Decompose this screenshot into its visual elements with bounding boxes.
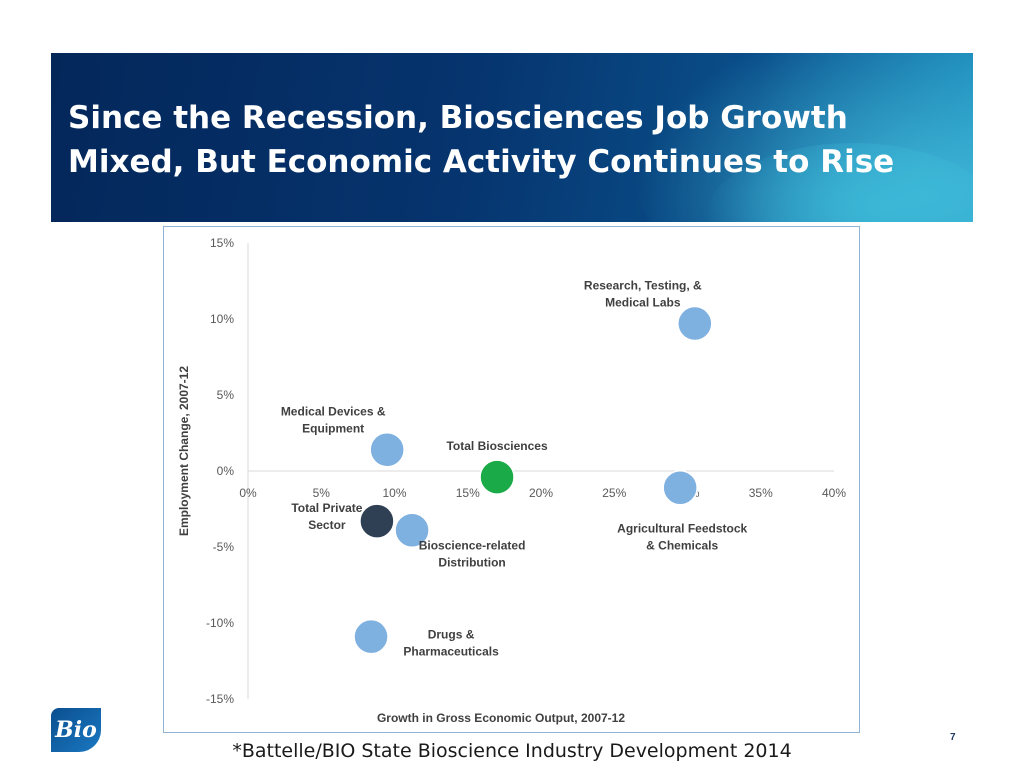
data-label-line: Medical Labs [605, 296, 681, 310]
data-label: Medical Devices & Equipment [281, 405, 386, 436]
data-label-line: Pharmaceuticals [403, 645, 499, 659]
data-label-line: Bioscience-related [419, 538, 526, 552]
x-tick-label: 0% [239, 486, 257, 500]
data-label: Total Private Sector [291, 501, 362, 532]
data-label: Drugs & Pharmaceuticals [403, 628, 499, 659]
data-point-bubble [662, 469, 698, 506]
data-label-line: Distribution [438, 555, 505, 569]
source-citation: *Battelle/BIO State Bioscience Industry … [232, 740, 792, 762]
x-tick-label: 40% [822, 486, 846, 500]
data-label: Agricultural Feedstock & Chemicals [617, 522, 747, 553]
data-point-bubble [479, 459, 515, 495]
y-tick-label: -15% [206, 692, 234, 706]
y-tick-label: -5% [213, 540, 235, 554]
x-tick-label: 20% [529, 486, 553, 500]
slide-title: Since the Recession, Biosciences Job Gro… [68, 100, 895, 180]
x-tick-label: 25% [602, 486, 626, 500]
title-banner [51, 53, 973, 222]
bubble-chart: 15%10%5%0%-5%-10%-15%0%5%10%15%20%25%30%… [177, 236, 846, 725]
y-tick-label: 10% [210, 312, 234, 326]
data-label-line: Sector [308, 518, 346, 532]
data-label-line: Equipment [302, 422, 364, 436]
bio-logo: Bio [51, 708, 101, 752]
x-tick-label: 15% [456, 486, 480, 500]
x-axis-title: Growth in Gross Economic Output, 2007-12 [377, 711, 625, 725]
data-point-bubble [369, 431, 405, 468]
data-label-line: Research, Testing, & [584, 279, 702, 293]
y-tick-label: 0% [217, 464, 235, 478]
x-tick-label: 5% [313, 486, 331, 500]
data-label-line: & Chemicals [646, 539, 718, 553]
data-point-bubble [677, 305, 713, 342]
data-point-bubble [359, 503, 395, 539]
data-label: Bioscience-related Distribution [419, 538, 526, 569]
x-tick-label: 35% [749, 486, 773, 500]
x-tick-label: 10% [382, 486, 406, 500]
y-tick-label: 15% [210, 236, 234, 250]
data-label-line: Medical Devices & [281, 405, 386, 419]
y-tick-label: -10% [206, 616, 234, 630]
data-label: Total Biosciences [446, 439, 547, 453]
data-label-line: Total Private [291, 501, 362, 515]
y-axis-title: Employment Change, 2007-12 [177, 366, 191, 536]
data-label-line: Drugs & [428, 628, 475, 642]
data-point-bubble [394, 512, 430, 549]
chart-frame: 15%10%5%0%-5%-10%-15%0%5%10%15%20%25%30%… [163, 226, 860, 733]
y-tick-label: 5% [217, 388, 235, 402]
data-label-line: Agricultural Feedstock [617, 522, 747, 536]
data-label: Research, Testing, & Medical Labs [584, 279, 702, 310]
data-label-line: Total Biosciences [446, 439, 547, 453]
data-point-bubble [353, 618, 389, 655]
page-number: 7 [950, 732, 956, 743]
